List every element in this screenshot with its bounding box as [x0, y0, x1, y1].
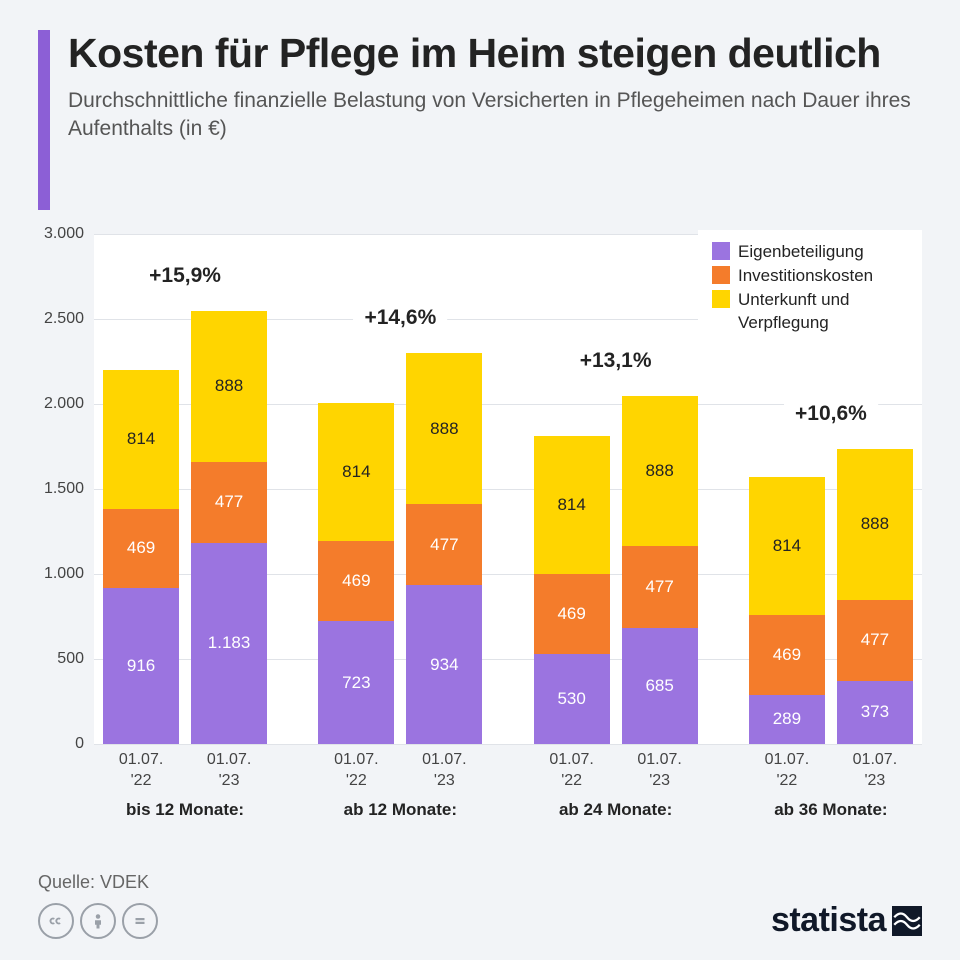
x-tick-label: '22	[534, 771, 610, 792]
bar-segment-invest: 477	[191, 462, 267, 543]
y-tick-label: 2.500	[44, 310, 94, 328]
cc-icon	[38, 903, 74, 939]
nd-icon	[122, 903, 158, 939]
x-label-group: 01.07.'2201.07.'23ab 12 Monate:	[318, 750, 484, 820]
x-tick: 01.07.'22	[103, 750, 179, 792]
footer: statista	[38, 901, 922, 940]
bar-group: +15,9%9164698141.183477888	[102, 234, 268, 744]
x-tick: 01.07.'23	[406, 750, 482, 792]
x-tick-label: '23	[406, 771, 482, 792]
chart-subtitle: Durchschnittliche finanzielle Belastung …	[68, 87, 922, 144]
stacked-bar: 530469814	[534, 234, 610, 744]
category-label: bis 12 Monate:	[102, 800, 268, 820]
legend-label: Investitionskosten	[738, 264, 873, 288]
stacked-bar: 916469814	[103, 234, 179, 744]
bar-segment-eigen: 1.183	[191, 543, 267, 744]
category-label: ab 36 Monate:	[748, 800, 914, 820]
x-label-group: 01.07.'2201.07.'23bis 12 Monate:	[102, 750, 268, 820]
chart: EigenbeteiligungInvestitionskostenUnterk…	[38, 234, 922, 854]
chart-title: Kosten für Pflege im Heim steigen deutli…	[68, 30, 922, 77]
x-tick-label: 01.07.	[191, 750, 267, 771]
x-tick: 01.07.'22	[749, 750, 825, 792]
bar-segment-unterkunft: 814	[749, 477, 825, 615]
logo-wave-icon	[892, 906, 922, 936]
source-label: Quelle: VDEK	[38, 872, 922, 893]
bar-segment-invest: 477	[406, 504, 482, 585]
x-tick-label: 01.07.	[103, 750, 179, 771]
x-tick-label: '22	[318, 771, 394, 792]
bar-segment-unterkunft: 888	[622, 396, 698, 547]
x-tick-label: 01.07.	[318, 750, 394, 771]
x-tick-label: '22	[103, 771, 179, 792]
legend-swatch	[712, 290, 730, 308]
legend: EigenbeteiligungInvestitionskostenUnterk…	[698, 230, 922, 345]
stacked-bar: 1.183477888	[191, 234, 267, 744]
legend-swatch	[712, 242, 730, 260]
bar-segment-unterkunft: 814	[103, 370, 179, 508]
stacked-bar: 934477888	[406, 234, 482, 744]
bar-segment-unterkunft: 814	[534, 436, 610, 574]
y-tick-label: 500	[57, 650, 94, 668]
x-tick-label: '22	[749, 771, 825, 792]
x-tick-label: 01.07.	[837, 750, 913, 771]
x-tick-label: 01.07.	[622, 750, 698, 771]
x-tick: 01.07.'22	[534, 750, 610, 792]
x-tick: 01.07.'23	[191, 750, 267, 792]
x-label-group: 01.07.'2201.07.'23ab 36 Monate:	[748, 750, 914, 820]
bar-segment-unterkunft: 888	[837, 449, 913, 600]
legend-item: Investitionskosten	[712, 264, 908, 288]
bar-segment-eigen: 373	[837, 681, 913, 744]
x-tick-label: '23	[622, 771, 698, 792]
bar-group: +13,1%530469814685477888	[533, 234, 699, 744]
bar-segment-unterkunft: 814	[318, 403, 394, 541]
accent-bar	[38, 30, 50, 210]
x-tick-label: '23	[191, 771, 267, 792]
bar-segment-invest: 469	[534, 574, 610, 654]
y-tick-label: 1.500	[44, 480, 94, 498]
y-tick-label: 2.000	[44, 395, 94, 413]
bar-segment-invest: 477	[622, 546, 698, 627]
x-tick-label: 01.07.	[534, 750, 610, 771]
legend-item: Eigenbeteiligung	[712, 240, 908, 264]
x-tick: 01.07.'23	[837, 750, 913, 792]
bar-group: +14,6%723469814934477888	[318, 234, 484, 744]
header: Kosten für Pflege im Heim steigen deutli…	[38, 30, 922, 210]
bar-segment-eigen: 530	[534, 654, 610, 744]
x-tick: 01.07.'23	[622, 750, 698, 792]
x-tick-label: '23	[837, 771, 913, 792]
bar-segment-eigen: 685	[622, 628, 698, 744]
y-tick-label: 0	[75, 735, 94, 753]
y-tick-label: 1.000	[44, 565, 94, 583]
legend-swatch	[712, 266, 730, 284]
bar-segment-invest: 469	[749, 615, 825, 695]
by-icon	[80, 903, 116, 939]
bar-segment-invest: 477	[837, 600, 913, 681]
x-tick-label: 01.07.	[406, 750, 482, 771]
bar-segment-eigen: 289	[749, 695, 825, 744]
bar-segment-eigen: 916	[103, 588, 179, 744]
bar-segment-eigen: 723	[318, 621, 394, 744]
category-label: ab 12 Monate:	[318, 800, 484, 820]
legend-label: Eigenbeteiligung	[738, 240, 864, 264]
x-label-group: 01.07.'2201.07.'23ab 24 Monate:	[533, 750, 699, 820]
bar-segment-unterkunft: 888	[406, 353, 482, 504]
x-tick-label: 01.07.	[749, 750, 825, 771]
bar-segment-unterkunft: 888	[191, 311, 267, 462]
x-axis-labels: 01.07.'2201.07.'23bis 12 Monate:01.07.'2…	[94, 744, 922, 854]
x-tick: 01.07.'22	[318, 750, 394, 792]
stacked-bar: 723469814	[318, 234, 394, 744]
bar-segment-invest: 469	[103, 509, 179, 589]
logo-text: statista	[771, 901, 886, 940]
bar-segment-eigen: 934	[406, 585, 482, 744]
bar-segment-invest: 469	[318, 541, 394, 621]
stacked-bar: 685477888	[622, 234, 698, 744]
title-block: Kosten für Pflege im Heim steigen deutli…	[68, 30, 922, 144]
cc-badges	[38, 903, 158, 939]
statista-logo: statista	[771, 901, 922, 940]
legend-label: Unterkunft und Verpflegung	[738, 288, 908, 336]
y-tick-label: 3.000	[44, 225, 94, 243]
legend-item: Unterkunft und Verpflegung	[712, 288, 908, 336]
category-label: ab 24 Monate:	[533, 800, 699, 820]
